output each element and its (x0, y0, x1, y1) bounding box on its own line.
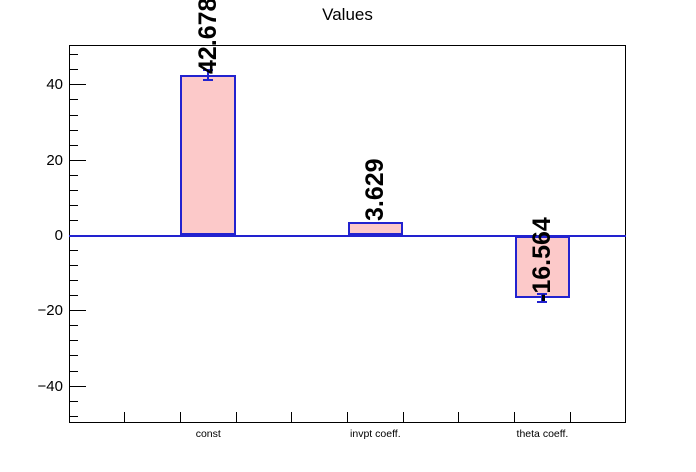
plot-frame (69, 45, 626, 423)
x-axis-tick (458, 412, 460, 422)
x-axis-category-label: const (195, 428, 221, 440)
x-axis-tick (402, 412, 404, 422)
y-axis-major-tick (70, 84, 86, 86)
y-axis-minor-tick (70, 280, 78, 282)
y-axis-major-tick (70, 385, 86, 387)
y-axis-minor-tick (70, 250, 78, 252)
bar-theta-coeff- (514, 235, 571, 298)
y-axis-major-tick (70, 310, 86, 312)
y-axis-tick-label: 40 (46, 76, 63, 94)
x-axis-category-label: theta coeff. (516, 428, 569, 440)
x-axis-tick (179, 412, 181, 422)
bar-value-label: 42.678 (193, 0, 222, 74)
error-bar-cap-top (537, 292, 548, 295)
x-axis-tick (514, 412, 516, 422)
y-axis-minor-tick (70, 370, 78, 372)
bar-value-label: 3.629 (360, 158, 389, 221)
y-axis-minor-tick (70, 129, 78, 131)
y-axis-minor-tick (70, 69, 78, 71)
bar-value-label: -16.564 (527, 217, 556, 302)
y-axis-minor-tick (70, 295, 78, 297)
x-axis-tick (291, 412, 293, 422)
y-axis-minor-tick (70, 340, 78, 342)
y-axis-minor-tick (70, 325, 78, 327)
y-axis-tick-label: 20 (46, 151, 63, 169)
y-axis-minor-tick (70, 189, 78, 191)
x-axis-tick (124, 412, 126, 422)
bar-const (180, 74, 237, 236)
x-axis-tick (235, 412, 237, 422)
bar-invpt-coeff- (347, 221, 404, 236)
y-axis-minor-tick (70, 114, 78, 116)
y-axis-minor-tick (70, 415, 78, 417)
y-axis-minor-tick (70, 204, 78, 206)
y-axis-tick-label: −20 (37, 302, 63, 320)
zero-line (69, 234, 626, 237)
error-bar-cap-top (203, 68, 214, 71)
y-axis-minor-tick (70, 99, 78, 101)
x-axis-tick (569, 412, 571, 422)
y-axis-major-tick (70, 159, 86, 161)
error-bar-line (541, 293, 544, 302)
y-axis-tick-label: −40 (37, 377, 63, 395)
error-bar-cap-bottom (203, 78, 214, 81)
error-bar-cap-bottom (537, 301, 548, 303)
chart-title: Values (322, 5, 373, 24)
y-axis-minor-tick (70, 174, 78, 176)
y-axis-minor-tick (70, 265, 78, 267)
y-axis-minor-tick (70, 219, 78, 221)
x-axis-tick (347, 412, 348, 422)
y-axis-minor-tick (70, 144, 78, 146)
error-bar-line (207, 69, 210, 80)
x-axis-category-label: invpt coeff. (350, 428, 401, 440)
y-axis-minor-tick (70, 355, 78, 357)
y-axis-tick-label: 0 (54, 227, 63, 244)
y-axis-minor-tick (70, 400, 78, 402)
y-axis-minor-tick (70, 54, 78, 56)
